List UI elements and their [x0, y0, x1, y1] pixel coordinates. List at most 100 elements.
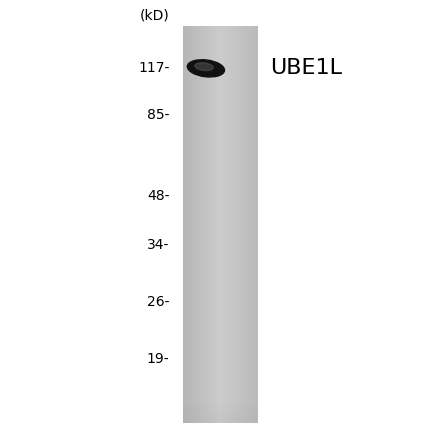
- Bar: [233, 26, 234, 423]
- Bar: [204, 26, 205, 423]
- Bar: [206, 26, 207, 423]
- Text: UBE1L: UBE1L: [271, 58, 343, 78]
- Bar: [213, 26, 214, 423]
- Bar: [255, 26, 256, 423]
- Bar: [187, 26, 188, 423]
- Bar: [240, 26, 241, 423]
- Bar: [221, 26, 222, 423]
- Bar: [208, 26, 209, 423]
- Bar: [235, 26, 236, 423]
- Bar: [217, 26, 218, 423]
- Bar: [245, 26, 246, 423]
- Bar: [244, 26, 245, 423]
- Text: 19-: 19-: [147, 352, 169, 366]
- Bar: [183, 404, 257, 408]
- Bar: [252, 26, 253, 423]
- Bar: [247, 26, 248, 423]
- Bar: [229, 26, 230, 423]
- Bar: [250, 26, 251, 423]
- Bar: [198, 26, 199, 423]
- Bar: [209, 26, 210, 423]
- Bar: [220, 26, 221, 423]
- Bar: [225, 26, 226, 423]
- Bar: [256, 26, 257, 423]
- Bar: [239, 26, 240, 423]
- Bar: [223, 26, 224, 423]
- Bar: [186, 26, 187, 423]
- Bar: [242, 26, 243, 423]
- Bar: [247, 26, 248, 423]
- Bar: [203, 26, 204, 423]
- Bar: [249, 26, 250, 423]
- Bar: [184, 26, 185, 423]
- Bar: [205, 26, 206, 423]
- Bar: [236, 26, 237, 423]
- Bar: [217, 26, 218, 423]
- Bar: [255, 26, 256, 423]
- Bar: [183, 419, 257, 423]
- Bar: [228, 26, 229, 423]
- Bar: [192, 26, 193, 423]
- Text: 26-: 26-: [147, 295, 169, 309]
- Bar: [194, 26, 195, 423]
- Bar: [214, 26, 215, 423]
- Bar: [212, 26, 213, 423]
- Bar: [210, 26, 211, 423]
- Bar: [226, 26, 227, 423]
- Bar: [199, 26, 200, 423]
- Bar: [202, 26, 203, 423]
- Bar: [187, 26, 188, 423]
- Text: 34-: 34-: [147, 238, 169, 252]
- Bar: [191, 26, 192, 423]
- Bar: [222, 26, 223, 423]
- Bar: [196, 26, 197, 423]
- Bar: [188, 26, 189, 423]
- Bar: [234, 26, 235, 423]
- Bar: [195, 26, 196, 423]
- Bar: [211, 26, 212, 423]
- Bar: [183, 408, 257, 414]
- Bar: [231, 26, 232, 423]
- Bar: [243, 26, 244, 423]
- Bar: [202, 26, 203, 423]
- Bar: [210, 26, 211, 423]
- Bar: [206, 26, 207, 423]
- Bar: [253, 26, 254, 423]
- Bar: [227, 26, 228, 423]
- Bar: [191, 26, 192, 423]
- Bar: [207, 26, 208, 423]
- Bar: [190, 26, 191, 423]
- Bar: [241, 26, 242, 423]
- Bar: [185, 26, 186, 423]
- Bar: [197, 26, 198, 423]
- Text: 117-: 117-: [138, 61, 169, 75]
- Bar: [251, 26, 252, 423]
- Bar: [216, 26, 217, 423]
- Bar: [230, 26, 231, 423]
- Bar: [248, 26, 249, 423]
- Bar: [240, 26, 241, 423]
- Bar: [195, 26, 196, 423]
- Bar: [215, 26, 216, 423]
- Text: (kD): (kD): [139, 8, 169, 22]
- Bar: [201, 26, 202, 423]
- Bar: [183, 414, 257, 419]
- Bar: [200, 26, 201, 423]
- Bar: [224, 26, 225, 423]
- Ellipse shape: [195, 63, 213, 71]
- Bar: [218, 26, 219, 423]
- Bar: [225, 26, 226, 423]
- Text: 48-: 48-: [147, 189, 169, 203]
- Text: 85-: 85-: [147, 108, 169, 122]
- Bar: [232, 26, 233, 423]
- Ellipse shape: [187, 60, 224, 77]
- Bar: [221, 26, 222, 423]
- Bar: [189, 26, 190, 423]
- Bar: [193, 26, 194, 423]
- Bar: [251, 26, 252, 423]
- Bar: [232, 26, 233, 423]
- Bar: [237, 26, 238, 423]
- Bar: [183, 26, 184, 423]
- Bar: [246, 26, 247, 423]
- Bar: [236, 26, 237, 423]
